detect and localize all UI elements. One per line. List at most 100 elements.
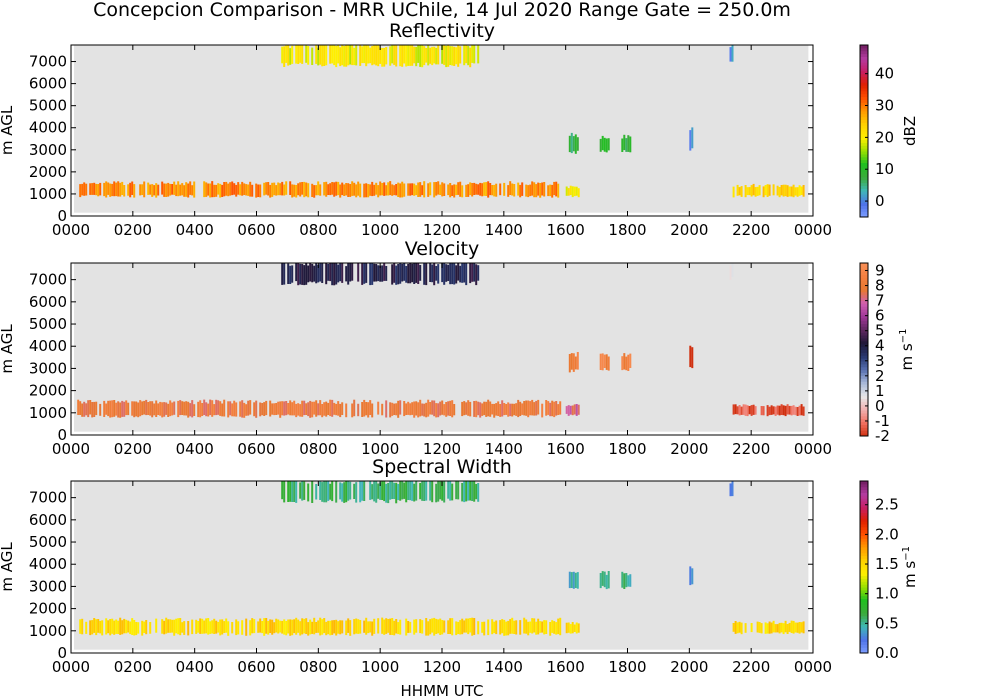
echo-cell (343, 184, 346, 196)
echo-cell (307, 46, 310, 65)
echo-cell (543, 182, 546, 197)
echo-cell (447, 45, 450, 67)
echo-cell (169, 183, 172, 196)
x-tick-label: 1600 (547, 440, 585, 458)
echo-isolated-echo (689, 345, 694, 369)
echo-cell (425, 48, 428, 63)
colorbar-segment (860, 521, 868, 525)
colorbar-segment (860, 205, 868, 209)
echo-cell (387, 619, 390, 633)
colorbar-tick-label: 1 (875, 382, 885, 400)
echo-cell (81, 183, 84, 196)
echo-cell (469, 263, 472, 284)
echo-cell (481, 621, 484, 633)
y-tick-label: 5000 (29, 533, 67, 551)
echo-cell (451, 618, 454, 636)
echo-cell (321, 263, 324, 283)
colorbar-segment (860, 119, 868, 123)
echo-cell (780, 185, 783, 196)
echo-cell (273, 403, 276, 416)
echo-cell (229, 401, 232, 416)
echo-cell (401, 181, 404, 198)
echo-cell (165, 183, 168, 197)
echo-cell (443, 263, 446, 285)
echo-cell (295, 263, 298, 282)
echo-cell (431, 264, 434, 283)
colorbar-tick-label: 20 (875, 128, 894, 146)
echo-cell (427, 399, 430, 417)
x-tick-label: 0600 (237, 221, 275, 239)
echo-cell (249, 181, 252, 197)
echo-cell (317, 403, 320, 416)
echo-cell (333, 45, 336, 66)
echo-cell (489, 401, 492, 417)
colorbar-segment (860, 549, 868, 554)
echo-cell (79, 401, 82, 415)
echo-cell (391, 264, 394, 285)
echo-cell (273, 182, 276, 196)
echo-cell (85, 621, 88, 634)
echo-cell (161, 402, 164, 418)
echo-cell (167, 403, 170, 417)
echo-cell (732, 404, 735, 415)
colorbar-segment (860, 615, 868, 620)
echo-cell (307, 183, 310, 198)
echo-cell (269, 400, 272, 417)
echo-mid-level-echo (599, 353, 610, 371)
echo-cell (513, 620, 516, 634)
colorbar-segment (860, 564, 868, 568)
echo-cell (537, 399, 540, 415)
echo-cell (149, 184, 152, 195)
echo-cell (768, 406, 771, 416)
echo-cell (257, 621, 260, 633)
echo-cell (738, 405, 741, 416)
echo-cell (409, 621, 412, 633)
echo-cell (275, 403, 278, 415)
echo-cell (399, 183, 402, 198)
colorbar-segment (860, 76, 868, 80)
echo-cell (691, 568, 694, 585)
echo-cell (281, 401, 284, 416)
echo-cell (323, 481, 326, 503)
echo-cell (153, 403, 156, 416)
colorbar-segment (860, 509, 868, 514)
colorbar-segment (860, 604, 868, 608)
echo-cell (457, 481, 460, 500)
echo-cell (311, 264, 314, 283)
echo-cell (455, 265, 458, 284)
echo-cell (766, 623, 769, 634)
echo-cell (601, 135, 604, 151)
echo-cell (423, 181, 426, 198)
echo-cell (403, 183, 406, 197)
echo-cell (576, 352, 579, 370)
echo-cell (467, 400, 470, 416)
echo-cell (625, 138, 628, 152)
y-tick-label: 1000 (29, 185, 67, 203)
echo-cell (623, 353, 626, 370)
echo-cell (407, 621, 410, 633)
echo-cell (117, 620, 120, 634)
colorbar-tick-label: 0 (875, 192, 885, 210)
echo-cell (109, 619, 112, 636)
x-tick-label: 1400 (485, 221, 523, 239)
echo-cell (565, 622, 568, 634)
colorbar-segment (860, 384, 868, 388)
echo-cell (571, 186, 574, 198)
echo-cell (195, 619, 198, 634)
echo-cell (243, 402, 246, 418)
echo-cell (794, 622, 797, 633)
echo-cell (333, 263, 336, 286)
echo-cell (497, 401, 500, 416)
colorbar-segment (860, 381, 868, 385)
echo-cell (119, 402, 122, 418)
echo-cell (133, 401, 136, 418)
colorbar-tick-label: 9 (875, 262, 885, 280)
echo-cell (255, 183, 258, 198)
echo-cell (465, 45, 468, 64)
echo-low-level-band (77, 399, 562, 418)
echo-cell (559, 401, 562, 415)
echo-cell (565, 406, 568, 414)
echo-cell (321, 45, 324, 67)
colorbar-segment (860, 286, 868, 290)
colorbar-segment (860, 148, 868, 152)
